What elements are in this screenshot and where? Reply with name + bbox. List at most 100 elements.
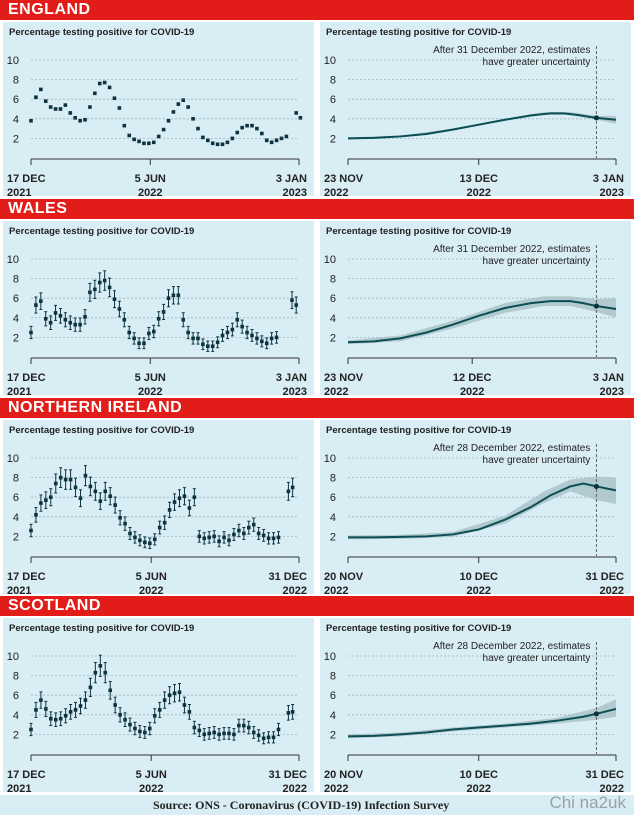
y-tick-label: 6	[13, 492, 19, 504]
data-point	[217, 539, 221, 544]
data-point	[261, 533, 266, 538]
data-point	[212, 534, 216, 539]
data-point	[197, 534, 202, 539]
x-tick-label: 31 DEC	[585, 769, 624, 781]
x-tick-year: 2021	[7, 783, 31, 792]
data-point	[29, 118, 33, 123]
data-point	[230, 136, 235, 141]
forecast-chart-panel: Percentage testing positive for COVID-19…	[320, 221, 631, 395]
data-point	[93, 287, 97, 292]
data-point	[298, 116, 303, 120]
data-point	[73, 322, 77, 327]
data-point	[290, 710, 295, 714]
y-tick-label: 6	[13, 94, 19, 106]
data-point	[260, 131, 264, 136]
data-point	[235, 317, 240, 322]
data-point	[58, 107, 63, 111]
data-point	[207, 535, 211, 540]
y-tick-label: 2	[13, 729, 19, 741]
y-tick-label: 8	[330, 671, 336, 683]
data-point	[53, 311, 58, 315]
region-header: WALES	[0, 199, 634, 219]
data-point	[191, 336, 195, 341]
data-point	[44, 498, 48, 502]
chart-svg: Percentage testing positive for COVID-19…	[7, 27, 307, 196]
y-tick-label: 8	[330, 473, 336, 485]
uncertainty-note: have greater uncertainty	[483, 57, 591, 68]
x-tick-year: 2021	[7, 386, 31, 395]
data-point	[171, 293, 176, 298]
y-tick-label: 10	[324, 651, 336, 663]
data-point	[162, 520, 167, 525]
data-point	[128, 531, 132, 536]
data-point	[266, 536, 271, 541]
data-point	[122, 123, 127, 128]
data-point	[142, 341, 146, 346]
x-tick-label: 5 JUN	[135, 372, 166, 384]
data-point	[176, 293, 181, 298]
x-tick-label: 10 DEC	[459, 571, 498, 583]
cutoff-point	[593, 303, 599, 309]
data-point	[264, 341, 269, 346]
region-title: ENGLAND	[8, 1, 91, 18]
data-point	[242, 531, 246, 536]
data-point	[123, 521, 127, 526]
data-point	[201, 342, 205, 347]
data-point	[44, 707, 48, 711]
data-point	[53, 107, 58, 111]
y-tick-label: 2	[13, 133, 19, 145]
y-tick-label: 6	[330, 293, 336, 305]
data-point	[88, 484, 93, 489]
history-chart-panel: Percentage testing positive for COVID-19…	[3, 618, 314, 792]
region-header: SCOTLAND	[0, 596, 634, 616]
source-text: Source: ONS - Coronavirus (COVID-19) Inf…	[153, 798, 450, 812]
y-tick-label: 6	[330, 690, 336, 702]
data-point	[48, 716, 53, 721]
data-point	[48, 320, 53, 325]
x-tick-year: 2022	[324, 783, 348, 792]
data-point	[68, 320, 73, 325]
x-tick-year: 2022	[460, 386, 484, 395]
data-point	[39, 698, 43, 702]
x-tick-label: 12 DEC	[453, 372, 492, 384]
data-point	[172, 691, 177, 696]
y-tick-label: 4	[330, 710, 336, 722]
data-point	[181, 317, 186, 322]
data-point	[167, 508, 172, 512]
data-point	[246, 725, 251, 730]
forecast-chart-panel: Percentage testing positive for COVID-19…	[320, 22, 631, 196]
chart-svg: Percentage testing positive for COVID-19…	[324, 425, 624, 594]
data-point	[191, 117, 195, 121]
data-point	[240, 125, 244, 130]
x-tick-year: 2022	[324, 187, 348, 196]
data-point	[156, 316, 161, 321]
x-tick-label: 10 DEC	[459, 769, 498, 781]
x-tick-label: 31 DEC	[585, 571, 624, 583]
x-tick-year: 2022	[466, 585, 490, 594]
x-tick-year: 2023	[600, 187, 624, 196]
x-tick-label: 3 JAN	[593, 372, 624, 384]
data-point	[237, 528, 241, 533]
y-tick-label: 10	[7, 453, 19, 465]
data-point	[230, 327, 235, 332]
cutoff-point	[593, 483, 599, 490]
data-point	[205, 138, 210, 143]
data-point	[73, 485, 78, 490]
data-point	[93, 489, 98, 494]
uncertainty-band	[348, 111, 616, 140]
data-point	[122, 317, 127, 322]
data-point	[260, 339, 264, 344]
y-tick-label: 8	[13, 274, 19, 286]
chart-svg: Percentage testing positive for COVID-19…	[324, 226, 624, 395]
data-point	[133, 535, 137, 540]
data-point	[138, 729, 142, 734]
data-point	[123, 717, 127, 722]
data-point	[98, 664, 103, 668]
data-point	[225, 330, 230, 335]
data-point	[227, 731, 231, 736]
data-point	[176, 102, 181, 106]
x-tick-label: 20 NOV	[324, 571, 364, 583]
data-point	[112, 96, 117, 101]
x-tick-year: 2022	[324, 386, 348, 395]
